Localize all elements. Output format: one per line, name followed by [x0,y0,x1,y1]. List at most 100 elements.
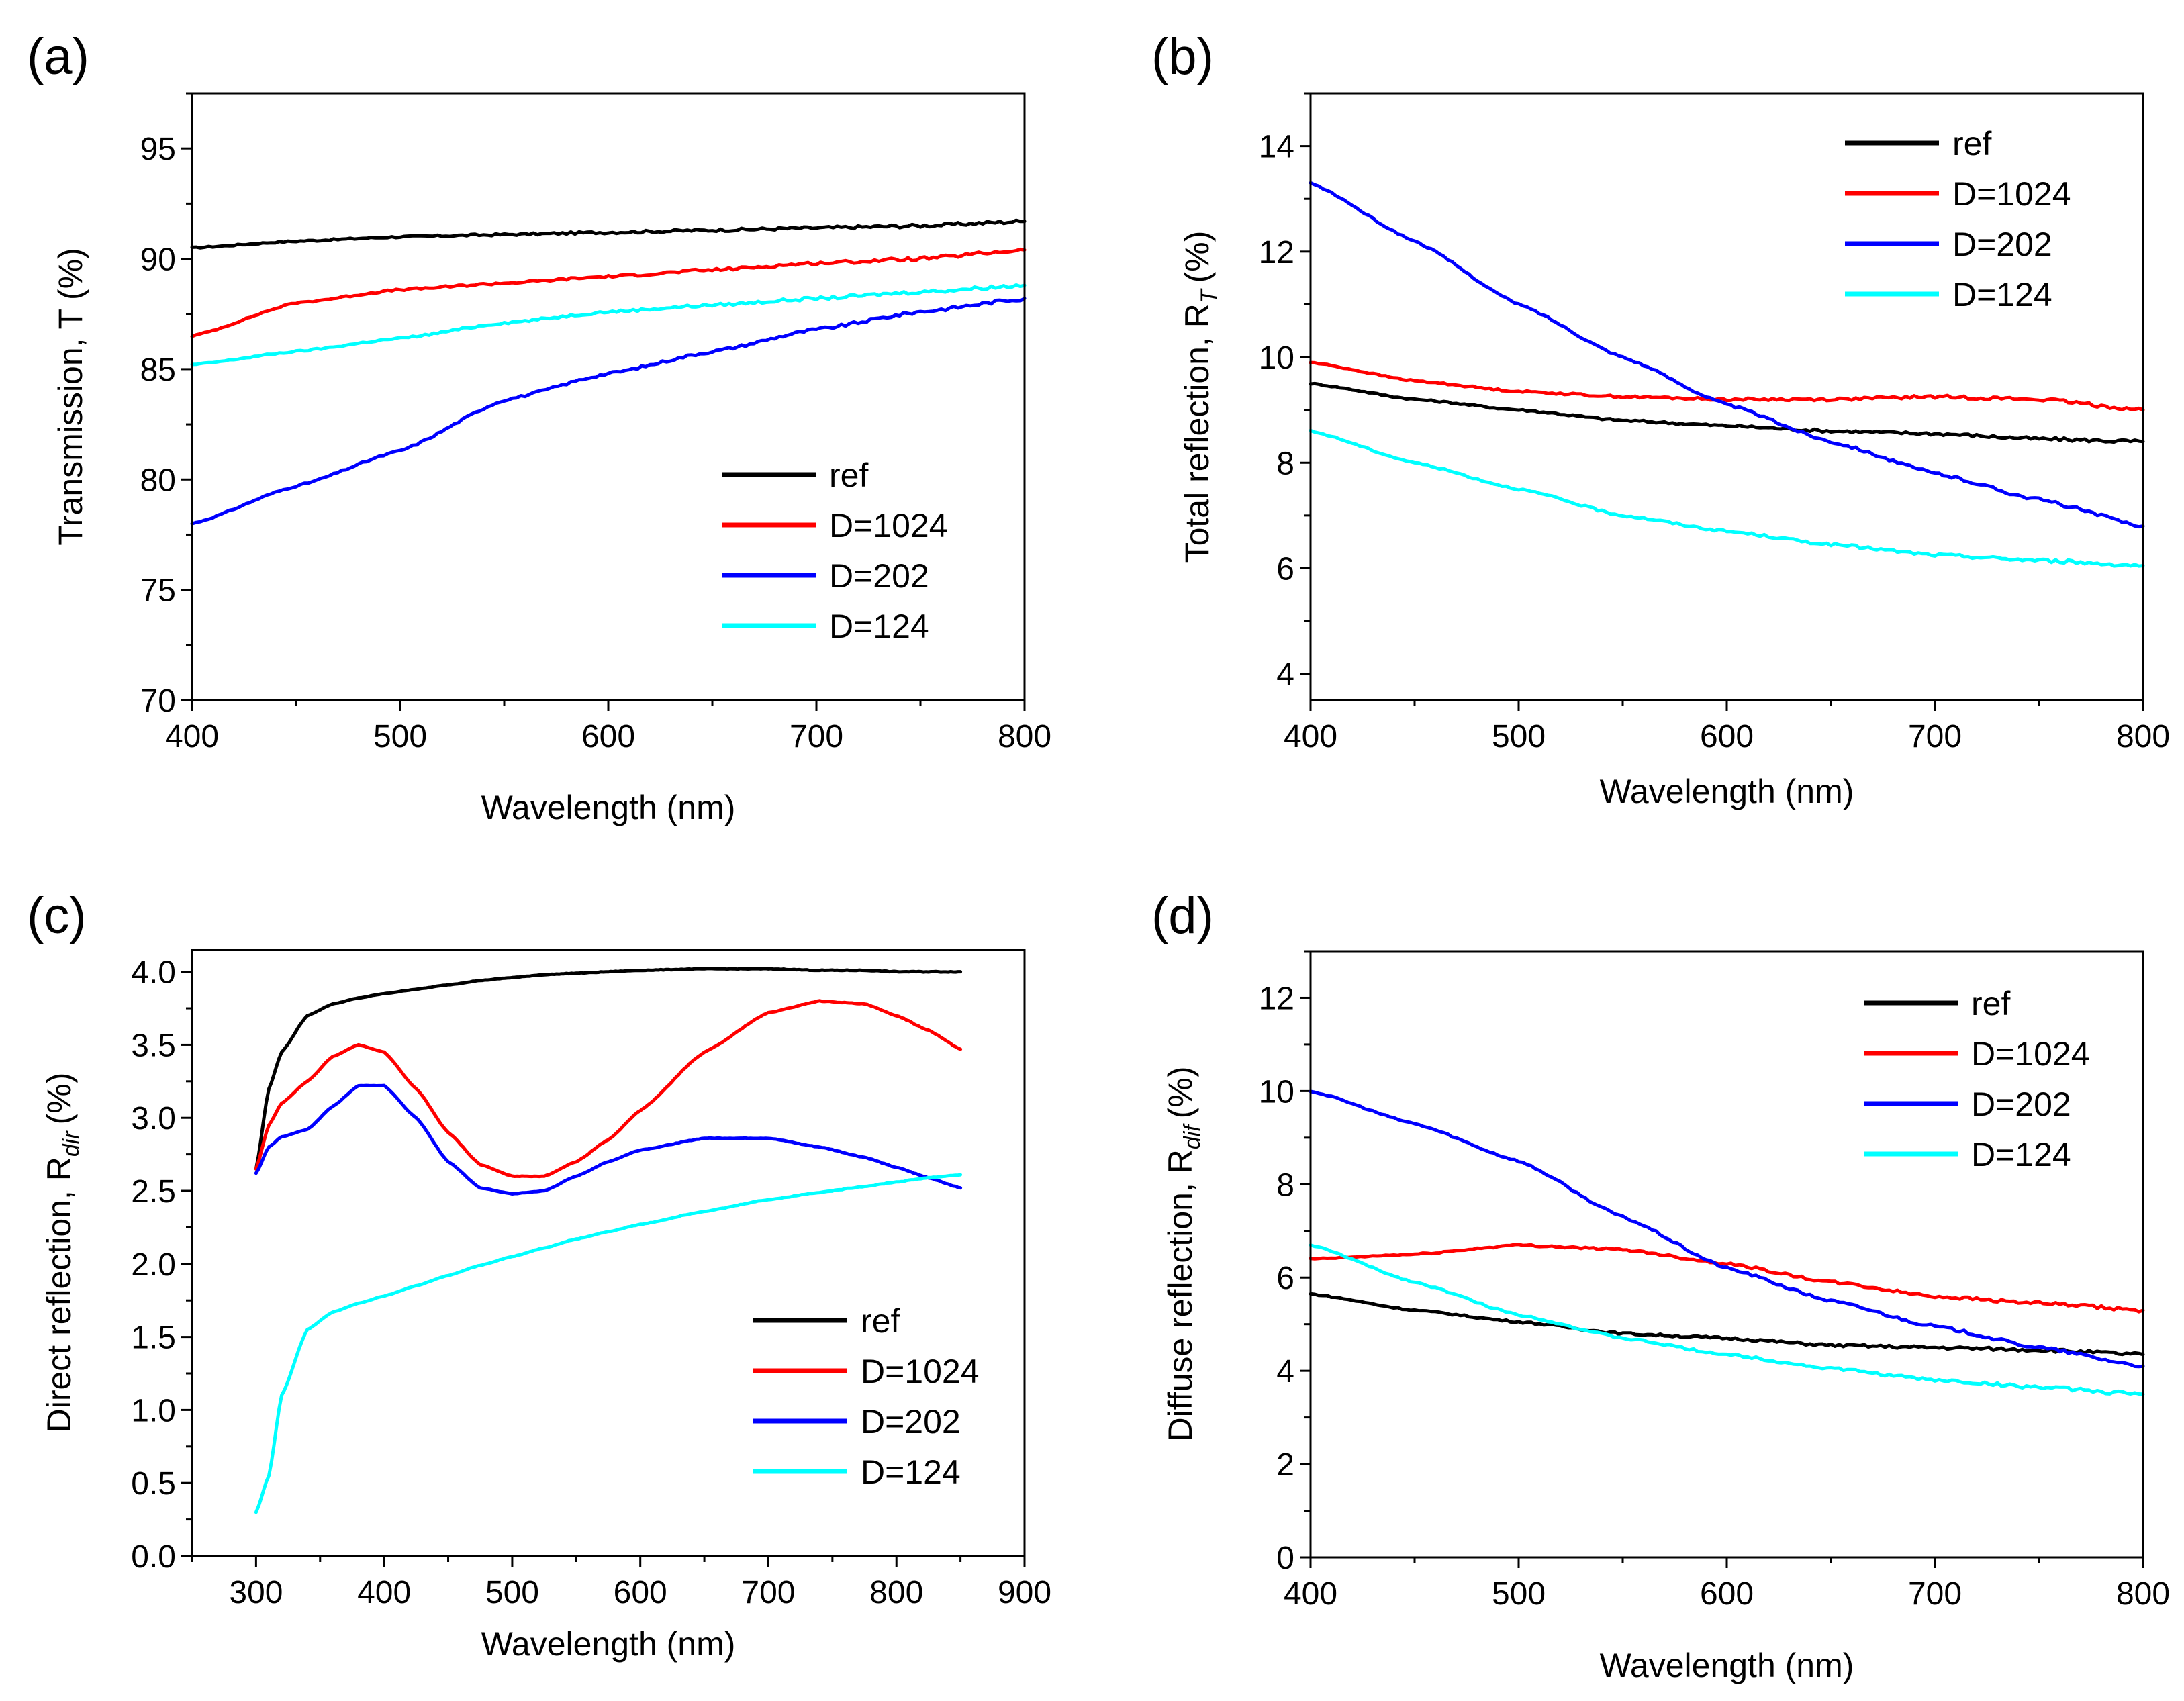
y-tick-label: 4 [1276,657,1294,693]
legend-label: D=124 [1971,1136,2071,1173]
y-tick-label: 95 [140,132,176,167]
y-axis-label: Direct reflection, Rdir (%) [40,1073,84,1433]
x-axis-label: Wavelength (nm) [1600,1647,1854,1684]
legend-label: D=124 [829,608,929,645]
x-tick-label: 700 [1908,1576,1962,1612]
legend: ref D=1024 D=202 D=124 [753,1302,980,1491]
y-tick-label: 10 [1259,340,1294,376]
x-tick-label: 700 [790,719,843,755]
x-tick-labels: 400 500 600 700 800 [1284,719,2170,755]
y-tick-label: 3.0 [131,1101,176,1136]
y-axis-label-subscript: dir [58,1130,84,1157]
x-tick-label: 500 [1492,719,1546,755]
x-tick-label: 500 [1492,1576,1546,1612]
series-line-d-124 [254,1173,963,1514]
legend-label: ref [829,456,868,494]
y-tick-label: 8 [1276,1167,1294,1203]
series-line-d-1024 [190,247,1027,338]
series-line-d-124 [1309,1243,2145,1396]
y-tick-label: 14 [1259,130,1294,165]
series-group [1309,181,2145,568]
legend-label: D=202 [1971,1085,2071,1123]
x-tick-label: 400 [1284,719,1337,755]
panel-label: (b) [1151,28,1214,85]
y-axis-label-text: Direct reflection, R [40,1157,78,1432]
legend: ref D=1024 D=202 D=124 [1864,985,2090,1173]
series-line-ref [190,218,1027,250]
legend: ref D=1024 D=202 D=124 [1845,125,2071,313]
plot-frame [191,92,1026,701]
x-tick-labels: 400 500 600 700 800 [1284,1576,2170,1612]
x-tick-label: 700 [741,1575,795,1610]
y-tick-labels: 4 6 8 10 12 14 [1259,130,1294,693]
legend: ref D=1024 D=202 D=124 [722,456,948,645]
series-line-d-1024 [1309,360,2145,412]
y-tick-label: 3.5 [131,1028,176,1063]
y-tick-label: 6 [1276,1261,1294,1296]
x-tick-label: 400 [1284,1576,1337,1612]
series-line-d-124 [190,283,1027,367]
legend-label: D=202 [861,1403,961,1441]
y-axis-label-text: Transmission, T (%) [52,248,89,546]
y-axis-label-text: Diffuse reflection, R [1161,1149,1199,1441]
series-line-d-1024 [1309,1243,2145,1314]
legend-label: ref [1952,125,1991,162]
y-tick-label: 12 [1259,235,1294,271]
x-tick-label: 300 [229,1575,283,1610]
y-tick-label: 90 [140,242,176,278]
y-tick-label: 2.5 [131,1174,176,1210]
series-group [1309,1089,2145,1396]
x-tick-label: 400 [165,719,219,755]
x-tick-label: 600 [1700,1576,1754,1612]
y-axis-label-text: Total reflection, R [1178,303,1216,563]
y-tick-label: 85 [140,352,176,388]
x-axis-label: Wavelength (nm) [481,1625,736,1663]
y-tick-label: 0.0 [131,1539,176,1575]
panel-d: (d) 400 500 600 700 800 0 2 4 6 8 10 12 Wavelength… [1151,887,2170,1684]
series-line-d-202 [190,297,1027,526]
x-tick-labels: 400 500 600 700 800 [165,719,1051,755]
y-tick-label: 70 [140,683,176,719]
x-tick-label: 800 [998,719,1051,755]
series-line-ref [1309,1292,2145,1357]
series-group [254,967,963,1514]
x-tick-label: 600 [581,719,635,755]
legend-label: D=1024 [1971,1035,2090,1073]
y-axis-label: Diffuse reflection, Rdif (%) [1161,1066,1205,1441]
y-tick-label: 80 [140,463,176,498]
y-tick-label: 0 [1276,1541,1294,1576]
legend-label: ref [861,1302,900,1340]
y-axis-label-unit: (%) [1161,1066,1199,1118]
legend-label: D=202 [829,557,929,595]
x-tick-label: 500 [373,719,427,755]
y-axis-label-subscript: dif [1180,1123,1205,1149]
y-axis-label: Total reflection, RT (%) [1178,231,1222,563]
y-tick-label: 12 [1259,981,1294,1016]
plot-frame [1309,92,2144,701]
x-tick-label: 900 [998,1575,1051,1610]
y-tick-labels: 0.0 0.5 1.0 1.5 2.0 2.5 3.0 3.5 4.0 [131,955,176,1575]
series-line-ref [1309,381,2145,444]
legend-label: D=202 [1952,226,2052,263]
series-line-d-202 [1309,1089,2145,1369]
y-tick-label: 1.0 [131,1393,176,1428]
panel-b: (b) 400 500 600 700 800 4 6 8 10 12 14 Wavelength… [1151,28,2170,810]
y-axis-label-subscript: T [1196,288,1222,303]
legend-label: D=124 [861,1453,961,1491]
series-line-d-1024 [254,999,963,1179]
y-tick-label: 75 [140,573,176,609]
y-tick-label: 4.0 [131,955,176,991]
panel-label: (c) [27,887,87,944]
panel-a: (a) 400 500 600 700 800 70 75 80 85 90 95 Wavelen… [27,28,1051,826]
x-tick-label: 400 [357,1575,411,1610]
panel-label: (d) [1151,887,1214,944]
series-line-ref [254,967,963,1171]
legend-label: D=1024 [1952,175,2071,213]
plot-frame [191,949,1026,1557]
y-tick-label: 1.5 [131,1320,176,1356]
series-line-d-124 [1309,428,2145,568]
x-tick-labels: 300 400 500 600 700 800 900 [229,1575,1051,1610]
y-tick-label: 0.5 [131,1466,176,1502]
y-axis-label-unit: (%) [40,1073,78,1125]
